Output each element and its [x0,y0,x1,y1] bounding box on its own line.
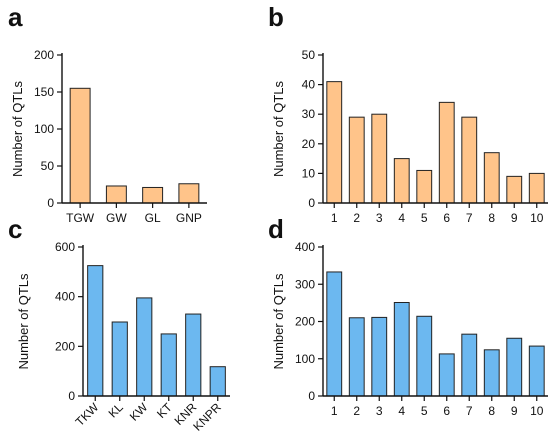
x-tick-label-d-6: 6 [443,404,450,418]
y-tick-label-a: 100 [34,122,54,136]
x-tick-label-d-4: 4 [398,404,405,418]
bar-b-5 [416,169,433,204]
bar-d-4 [393,302,410,397]
y-tick-label-a: 150 [34,85,54,99]
bar-a-GW [105,185,127,204]
bar-b-7 [461,116,478,204]
bar-a-TGW [69,87,91,204]
y-tick-label-d: 100 [295,352,315,366]
x-tick-label-a-TGW: TGW [66,211,95,225]
bar-b-9 [506,175,523,204]
bar-d-9 [506,337,523,397]
x-tick-label-b-1: 1 [331,211,338,225]
x-tick-label-d-10: 10 [530,404,544,418]
bar-c-KNR [185,313,202,397]
x-tick-label-d-1: 1 [331,404,338,418]
y-tick-label-b: 40 [302,78,316,92]
y-tick-label-b: 10 [302,166,316,180]
y-tick-label-b: 20 [302,137,316,151]
bar-d-1 [326,271,343,397]
y-tick-label-d: 400 [295,240,315,254]
x-tick-label-a-GW: GW [106,211,127,225]
y-tick-label-b: 0 [308,196,315,210]
x-tick-label-b-2: 2 [353,211,360,225]
bar-b-6 [438,101,455,204]
bar-b-8 [483,152,500,204]
bar-d-6 [438,353,455,397]
bar-c-TKW [87,265,104,397]
x-tick-label-b-3: 3 [376,211,383,225]
x-tick-label-b-4: 4 [398,211,405,225]
bar-d-2 [348,317,365,397]
bar-c-KL [111,321,128,397]
bar-d-10 [528,345,545,397]
x-tick-label-c-KL: KL [106,400,127,421]
y-axis-label-b: Number of QTLs [271,80,286,177]
x-tick-label-b-7: 7 [466,211,473,225]
x-tick-label-d-2: 2 [353,404,360,418]
bar-a-GNP [178,183,200,204]
y-tick-label-c: 400 [55,290,75,304]
panel-letter-c: c [8,214,22,244]
x-tick-label-b-8: 8 [488,211,495,225]
y-tick-label-d: 0 [308,389,315,403]
panel-letter-a: a [8,2,23,32]
y-tick-label-a: 0 [47,196,54,210]
bar-b-4 [393,158,410,204]
y-tick-label-a: 200 [34,48,54,62]
bar-d-7 [461,333,478,397]
bar-b-2 [348,116,365,204]
x-tick-label-d-8: 8 [488,404,495,418]
x-tick-label-d-7: 7 [466,404,473,418]
y-tick-label-c: 0 [68,389,75,403]
panel-letter-d: d [268,214,284,244]
bar-b-3 [371,113,388,204]
y-tick-label-a: 50 [41,159,55,173]
bar-d-8 [483,349,500,397]
x-tick-label-b-9: 9 [511,211,518,225]
y-tick-label-d: 300 [295,277,315,291]
x-tick-label-d-5: 5 [421,404,428,418]
x-tick-label-c-KW: KW [127,400,151,424]
bar-d-3 [371,316,388,397]
bar-b-1 [326,81,343,204]
y-tick-label-c: 200 [55,339,75,353]
x-tick-label-d-9: 9 [511,404,518,418]
x-tick-label-a-GL: GL [145,211,161,225]
y-tick-label-b: 50 [302,48,316,62]
x-tick-label-d-3: 3 [376,404,383,418]
x-tick-label-a-GNP: GNP [176,211,202,225]
bar-c-KNPR [209,366,226,397]
x-tick-label-b-10: 10 [530,211,544,225]
y-tick-label-b: 30 [302,107,316,121]
bar-b-10 [528,172,545,204]
y-axis-label-d: Number of QTLs [271,273,286,370]
bar-d-5 [416,315,433,397]
y-axis-label-a: Number of QTLs [10,80,25,177]
bar-c-KW [136,297,153,397]
y-tick-label-d: 200 [295,315,315,329]
x-tick-label-b-5: 5 [421,211,428,225]
y-axis-label-c: Number of QTLs [16,273,31,370]
panel-letter-b: b [268,2,284,32]
x-tick-label-c-KNPR: KNPR [190,400,224,434]
x-tick-label-b-6: 6 [443,211,450,225]
bar-c-KT [160,333,177,397]
x-tick-label-c-TKW: TKW [73,400,102,429]
y-tick-label-c: 600 [55,240,75,254]
bar-a-GL [142,186,164,204]
